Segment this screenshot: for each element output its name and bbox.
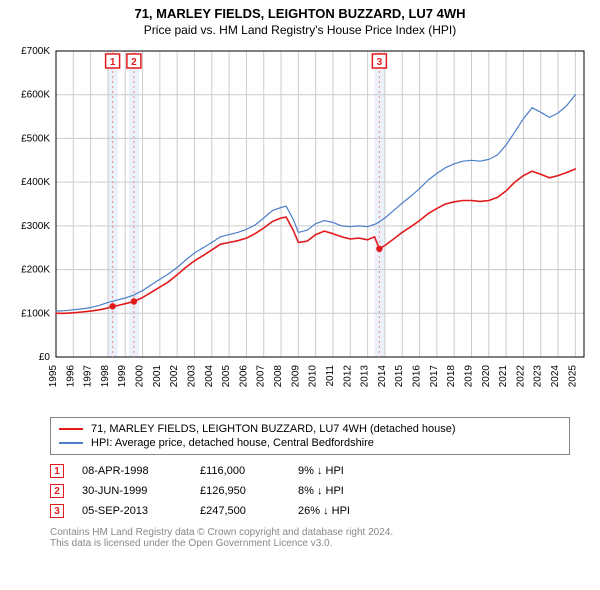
- x-tick-label: 2008: [273, 365, 284, 388]
- transaction-date: 30-JUN-1999: [82, 485, 182, 497]
- x-tick-label: 2021: [498, 365, 509, 388]
- x-tick-label: 2003: [186, 365, 197, 388]
- footer-line-1: Contains HM Land Registry data © Crown c…: [50, 527, 570, 538]
- y-tick-label: £200K: [21, 265, 50, 276]
- chart-container: 71, MARLEY FIELDS, LEIGHTON BUZZARD, LU7…: [0, 0, 600, 590]
- legend-swatch: [59, 428, 83, 430]
- transaction-date: 05-SEP-2013: [82, 505, 182, 517]
- chart-plot-area: £0 £100K £200K £300K £400K £500K £600K £700K 199…: [10, 41, 590, 411]
- transaction-date: 08-APR-1998: [82, 465, 182, 477]
- legend-swatch: [59, 442, 83, 444]
- x-tick-label: 2005: [221, 365, 232, 388]
- transaction-marker-number: 2: [131, 57, 137, 68]
- transaction-hpi-delta: 8% ↓ HPI: [298, 485, 388, 497]
- x-tick-label: 2025: [567, 365, 578, 388]
- transaction-marker-icon: 2: [50, 484, 64, 498]
- transaction-marker-icon: 1: [50, 464, 64, 478]
- chart-svg: £0 £100K £200K £300K £400K £500K £600K £700K 199…: [10, 41, 590, 411]
- x-tick-label: 2011: [325, 365, 336, 387]
- x-tick-label: 2022: [515, 365, 526, 388]
- x-tick-label: 2009: [290, 365, 301, 388]
- x-tick-label: 2002: [169, 365, 180, 388]
- transaction-row: 3 05-SEP-2013 £247,500 26% ↓ HPI: [50, 501, 570, 521]
- transaction-price: £116,000: [200, 465, 280, 477]
- y-tick-label: £0: [39, 352, 51, 363]
- x-tick-label: 2000: [135, 365, 146, 388]
- x-tick-label: 2018: [446, 365, 457, 388]
- x-tick-label: 2004: [204, 365, 215, 388]
- y-tick-label: £700K: [21, 46, 50, 57]
- x-tick-label: 1998: [100, 365, 111, 388]
- transaction-marker-number: 1: [110, 57, 116, 68]
- x-tick-label: 2020: [481, 365, 492, 388]
- transaction-marker-number: 3: [377, 57, 383, 68]
- y-tick-label: £100K: [21, 308, 50, 319]
- transaction-hpi-delta: 26% ↓ HPI: [298, 505, 388, 517]
- x-tick-label: 1996: [65, 365, 76, 388]
- legend-item: HPI: Average price, detached house, Cent…: [59, 436, 561, 450]
- y-tick-label: £300K: [21, 221, 50, 232]
- x-tick-label: 2024: [550, 365, 561, 388]
- x-tick-label: 1997: [83, 365, 94, 388]
- x-tick-label: 2015: [394, 365, 405, 388]
- x-tick-label: 2016: [412, 365, 423, 388]
- y-tick-label: £500K: [21, 133, 50, 144]
- x-tick-label: 2017: [429, 365, 440, 388]
- legend-label: HPI: Average price, detached house, Cent…: [91, 437, 374, 449]
- x-tick-label: 2006: [238, 365, 249, 388]
- legend-item: 71, MARLEY FIELDS, LEIGHTON BUZZARD, LU7…: [59, 422, 561, 436]
- transaction-row: 1 08-APR-1998 £116,000 9% ↓ HPI: [50, 461, 570, 481]
- transaction-list: 1 08-APR-1998 £116,000 9% ↓ HPI 2 30-JUN-1999…: [50, 461, 570, 521]
- footer-line-2: This data is licensed under the Open Gov…: [50, 538, 570, 549]
- x-tick-label: 2023: [533, 365, 544, 388]
- x-tick-label: 2001: [152, 365, 163, 388]
- legend: 71, MARLEY FIELDS, LEIGHTON BUZZARD, LU7…: [50, 417, 570, 455]
- x-tick-label: 2019: [463, 365, 474, 388]
- transaction-row: 2 30-JUN-1999 £126,950 8% ↓ HPI: [50, 481, 570, 501]
- footer-attribution: Contains HM Land Registry data © Crown c…: [50, 527, 570, 549]
- x-tick-label: 1999: [117, 365, 128, 388]
- x-tick-label: 2007: [256, 365, 267, 388]
- x-tick-label: 2012: [342, 365, 353, 388]
- chart-title: 71, MARLEY FIELDS, LEIGHTON BUZZARD, LU7…: [10, 6, 590, 21]
- transaction-price: £247,500: [200, 505, 280, 517]
- y-tick-label: £400K: [21, 177, 50, 188]
- transaction-hpi-delta: 9% ↓ HPI: [298, 465, 388, 477]
- x-tick-label: 2013: [360, 365, 371, 388]
- transaction-marker-icon: 3: [50, 504, 64, 518]
- transaction-price: £126,950: [200, 485, 280, 497]
- legend-label: 71, MARLEY FIELDS, LEIGHTON BUZZARD, LU7…: [91, 423, 456, 435]
- y-tick-label: £600K: [21, 90, 50, 101]
- x-tick-label: 1995: [48, 365, 59, 388]
- x-tick-label: 2010: [308, 365, 319, 388]
- x-tick-label: 2014: [377, 365, 388, 388]
- chart-subtitle: Price paid vs. HM Land Registry's House …: [10, 23, 590, 37]
- title-block: 71, MARLEY FIELDS, LEIGHTON BUZZARD, LU7…: [10, 6, 590, 37]
